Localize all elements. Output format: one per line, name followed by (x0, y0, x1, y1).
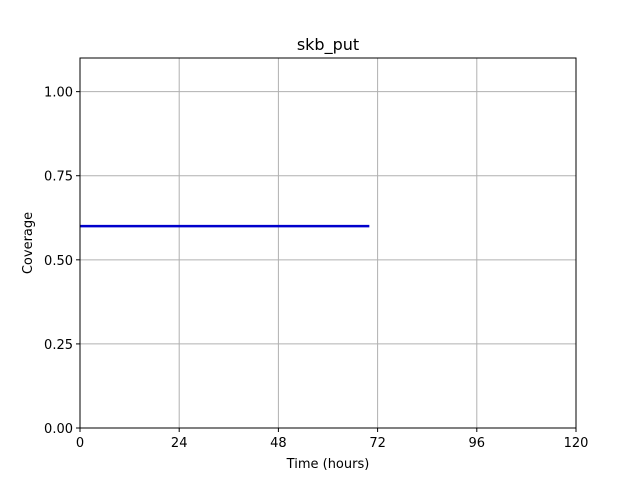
grid (79, 58, 577, 429)
x-tick-label: 48 (270, 436, 287, 451)
x-axis-ticks: 0 24 48 72 96 120 (76, 428, 589, 451)
x-tick-label: 0 (76, 436, 84, 451)
y-axis-ticks: 0.00 0.25 0.50 0.75 1.00 (44, 86, 80, 437)
y-tick-label: 0.50 (44, 254, 73, 269)
chart-title: skb_put (297, 35, 359, 55)
x-tick-label: 120 (564, 436, 589, 451)
x-tick-label: 96 (469, 436, 486, 451)
y-tick-label: 0.00 (44, 422, 73, 437)
x-tick-label: 72 (369, 436, 386, 451)
x-tick-label: 24 (171, 436, 188, 451)
x-axis-label: Time (hours) (286, 457, 370, 472)
y-axis-label: Coverage (21, 212, 36, 274)
y-tick-label: 0.75 (44, 170, 73, 185)
y-tick-label: 1.00 (44, 86, 73, 101)
plot-frame (79, 57, 577, 429)
y-tick-label: 0.25 (44, 338, 73, 353)
